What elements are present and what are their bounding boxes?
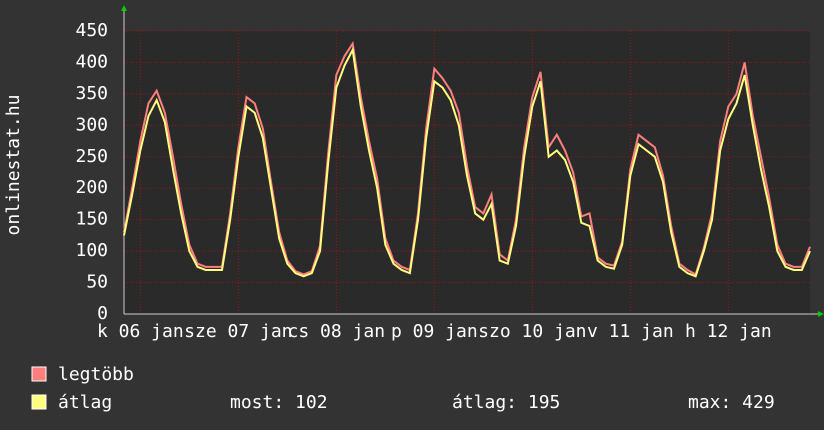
y-tick-label: 450 xyxy=(75,20,108,41)
y-tick-label: 150 xyxy=(75,209,108,230)
stat: átlag: 195 xyxy=(452,392,560,413)
x-tick-label: sze 07 jan xyxy=(184,321,292,342)
legend-label: átlag xyxy=(58,392,112,413)
legend-label: legtöbb xyxy=(58,364,134,385)
x-tick-label: cs 08 jan xyxy=(288,321,386,342)
x-tick-label: k 06 jan xyxy=(97,321,184,342)
y-tick-label: 400 xyxy=(75,51,108,72)
axis-arrow xyxy=(818,311,824,317)
y-tick-label: 250 xyxy=(75,146,108,167)
y-tick-label: 100 xyxy=(75,240,108,261)
axis-arrow xyxy=(121,5,127,11)
y-tick-label: 0 xyxy=(97,303,108,324)
x-tick-label: p 09 jan xyxy=(391,321,478,342)
y-tick-label: 50 xyxy=(86,272,108,293)
y-tick-label: 350 xyxy=(75,83,108,104)
stat: max: 429 xyxy=(688,392,775,413)
y-tick-label: 300 xyxy=(75,114,108,135)
x-tick-label: szo 10 jan xyxy=(478,321,586,342)
series-line xyxy=(123,46,811,278)
stat: most: 102 xyxy=(230,392,328,413)
legend-swatch xyxy=(31,394,47,410)
y-axis-label: onlinestat.hu xyxy=(3,95,24,236)
y-tick-label: 200 xyxy=(75,177,108,198)
x-tick-label: v 11 jan xyxy=(587,321,674,342)
x-tick-label: h 12 jan xyxy=(685,321,772,342)
legend-swatch xyxy=(31,366,47,382)
